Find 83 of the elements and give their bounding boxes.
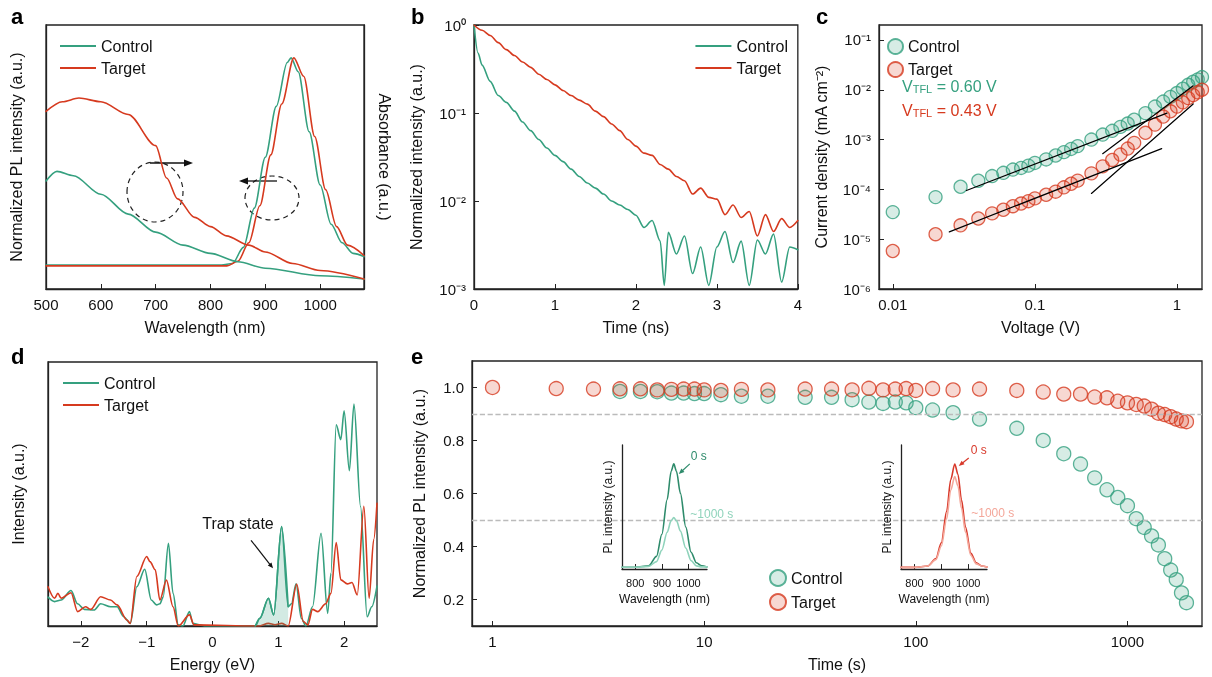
chart-title: b <box>411 3 425 29</box>
line-series <box>473 24 799 287</box>
x-tick-label: 0.1 <box>1024 296 1046 313</box>
y-tick-label: 0.4 <box>443 538 464 555</box>
annotation: VTFL = 0.43 V <box>902 101 998 119</box>
x-tick-label: 800 <box>905 576 924 589</box>
x-tick-label: 900 <box>252 296 278 313</box>
x-tick-label: 1000 <box>676 576 701 589</box>
x-tick-label: 900 <box>652 576 672 589</box>
y-axis-title: Normalized intensity (a.u.) <box>407 64 425 250</box>
x-tick-label: 4 <box>793 296 802 313</box>
x-tick-label: 700 <box>143 296 169 313</box>
y-axis-title: Normalized PL intensity (a.u.) <box>410 388 428 599</box>
y-tick-label: 0.6 <box>443 485 464 502</box>
x-axis-title: Time (s) <box>807 655 867 673</box>
chart-title: d <box>11 343 25 369</box>
x-tick-label: 1 <box>274 633 283 650</box>
x-tick-label: 100 <box>903 633 929 650</box>
x-tick-label: 0.01 <box>878 296 908 313</box>
x-tick-label: −2 <box>72 633 90 650</box>
chart-title: c <box>816 3 829 29</box>
x-tick-label: 1 <box>488 633 497 650</box>
x-tick-label: 1 <box>550 296 560 313</box>
annotation: Trap state <box>202 514 274 532</box>
legend-label: Target <box>791 593 837 611</box>
y2-axis-title: Absorbance (a.u.) <box>375 93 393 221</box>
y-tick-label: 10⁻³ <box>844 131 871 149</box>
y-axis-title: Current density (mA cm⁻²) <box>812 65 830 249</box>
y-axis-title: PL intensity (a.u.) <box>601 460 615 554</box>
x-tick-label: 1 <box>1172 296 1182 313</box>
x-axis-title: Energy (eV) <box>169 655 256 673</box>
legend-label: Target <box>736 59 782 77</box>
legend-label: Target <box>101 59 147 77</box>
annotation: VTFL = 0.60 V <box>902 77 998 95</box>
x-tick-label: 3 <box>712 296 722 313</box>
legend-label: Target <box>104 396 150 414</box>
x-tick-label: 2 <box>631 296 641 313</box>
x-tick-label: 10 <box>695 633 713 650</box>
legend-label: Control <box>104 374 156 392</box>
x-tick-label: 600 <box>88 296 114 313</box>
y-tick-label: 10⁻¹ <box>439 104 466 122</box>
line-series <box>473 24 799 237</box>
y-tick-label: 10⁻² <box>844 81 871 99</box>
y-tick-label: 10⁻⁶ <box>843 280 871 298</box>
y-tick-label: 1.0 <box>443 379 464 396</box>
y-tick-label: 0.8 <box>443 432 464 449</box>
chart-title: e <box>411 343 424 369</box>
y-tick-label: 0.2 <box>443 591 464 608</box>
annotation: ~1000 s <box>971 505 1015 520</box>
x-tick-label: 1000 <box>303 296 337 313</box>
y-tick-label: 10⁻⁵ <box>843 230 871 248</box>
y-axis-title: Intensity (a.u.) <box>9 443 27 545</box>
y-axis-title: Normalized PL intensity (a.u.) <box>7 52 25 262</box>
y-tick-label: 10⁻¹ <box>844 31 871 49</box>
x-axis-title: Wavelength (nm) <box>898 592 990 606</box>
legend-label: Control <box>908 38 960 55</box>
x-tick-label: 1000 <box>1110 633 1145 650</box>
x-tick-label: 800 <box>626 576 645 589</box>
x-tick-label: 800 <box>197 296 223 313</box>
annotation: 0 s <box>970 442 987 457</box>
legend-label: Target <box>908 61 954 78</box>
legend-label: Control <box>101 37 153 55</box>
legend-label: Control <box>791 569 843 587</box>
x-tick-label: 500 <box>33 296 59 313</box>
annotation: 0 s <box>690 448 707 463</box>
x-tick-label: 1000 <box>955 576 981 589</box>
annotation: ~1000 s <box>690 506 734 521</box>
y-tick-label: 10⁻² <box>439 192 466 210</box>
chart-title: a <box>11 3 24 29</box>
x-axis-title: Time (ns) <box>602 318 670 336</box>
y-tick-label: 10⁰ <box>444 16 466 34</box>
y-axis-title: PL intensity (a.u.) <box>880 460 894 554</box>
x-tick-label: 2 <box>339 633 349 650</box>
x-axis-title: Voltage (V) <box>1000 318 1081 336</box>
y-tick-label: 10⁻³ <box>439 280 466 298</box>
y-tick-label: 10⁻⁴ <box>842 180 871 198</box>
x-axis-title: Wavelength (nm) <box>619 591 710 606</box>
x-tick-label: −1 <box>138 633 156 650</box>
x-tick-label: 900 <box>932 576 951 589</box>
x-tick-label: 0 <box>469 296 479 313</box>
legend-label: Control <box>736 37 788 55</box>
x-axis-title: Wavelength (nm) <box>144 318 266 336</box>
x-tick-label: 0 <box>208 633 217 650</box>
